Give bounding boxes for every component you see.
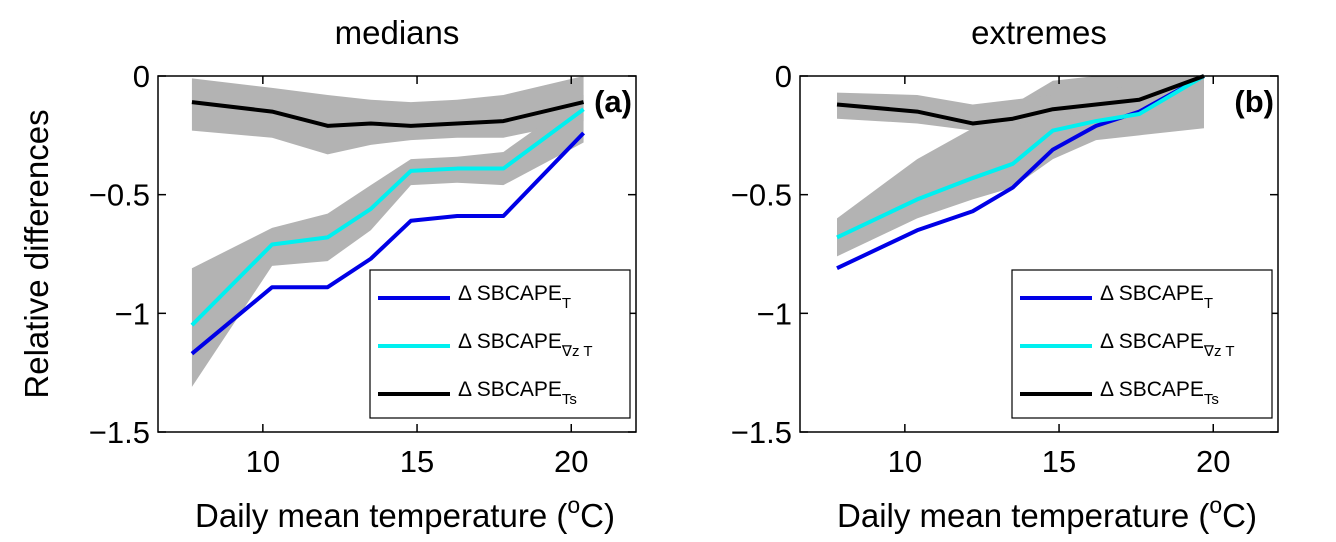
y-tick-label: −1 bbox=[757, 296, 792, 331]
chart-title: extremes bbox=[971, 14, 1107, 51]
legend-name: Δ SBCAPE bbox=[458, 282, 562, 305]
x-tick-label: 10 bbox=[246, 444, 280, 479]
legend-label: Δ SBCAPE∇z T bbox=[1100, 330, 1235, 360]
series-line bbox=[836, 74, 1205, 126]
chart-title: medians bbox=[335, 14, 460, 51]
legend-sub: Ts bbox=[562, 391, 577, 408]
legend-label: Δ SBCAPETs bbox=[1100, 378, 1219, 408]
series-line bbox=[190, 107, 585, 327]
legend-sub: ∇z T bbox=[561, 343, 593, 360]
legend-sub: ∇z T bbox=[1203, 343, 1235, 360]
y-tick-label: −1.5 bbox=[731, 415, 792, 450]
legend-label: Δ SBCAPE∇z T bbox=[458, 330, 593, 360]
legend-name: Δ SBCAPE bbox=[458, 378, 562, 401]
x-label-sup: o bbox=[567, 492, 580, 518]
range-band bbox=[191, 76, 584, 155]
y-tick-label: −0.5 bbox=[89, 178, 150, 213]
legend-name: Δ SBCAPE bbox=[458, 330, 562, 353]
x-label-text: Daily mean temperature ( bbox=[195, 497, 567, 534]
x-axis-label: Daily mean temperature (oC) bbox=[195, 492, 615, 534]
x-tick-label: 15 bbox=[400, 444, 434, 479]
y-axis-label: Relative differences bbox=[18, 109, 55, 398]
y-tick-label: −1 bbox=[115, 296, 150, 331]
y-tick-label: −1.5 bbox=[89, 415, 150, 450]
y-tick-label: 0 bbox=[133, 59, 150, 94]
legend-sub: Ts bbox=[1204, 391, 1219, 408]
series-line bbox=[836, 74, 1206, 240]
legend-label: Δ SBCAPET bbox=[458, 282, 571, 312]
legend-sub: T bbox=[562, 295, 571, 312]
axes-frame bbox=[799, 75, 1279, 433]
x-tick-label: 20 bbox=[554, 444, 588, 479]
legend-name: Δ SBCAPE bbox=[1100, 282, 1204, 305]
x-label-end: C) bbox=[580, 497, 615, 534]
panel: −1.5 −1 −0.5 0 10 15 20 extremes (b) Daily mean t… bbox=[731, 14, 1279, 534]
legend-sub: T bbox=[1204, 295, 1213, 312]
x-label-text: Daily mean temperature ( bbox=[837, 497, 1209, 534]
y-tick-label: −0.5 bbox=[731, 178, 792, 213]
range-band bbox=[837, 76, 1204, 131]
x-axis-label: Daily mean temperature (oC) bbox=[837, 492, 1257, 534]
series-line bbox=[191, 100, 585, 128]
x-tick-label: 10 bbox=[888, 444, 922, 479]
panel: −1.5 −1 −0.5 0 10 15 20 medians (a) Relative diff… bbox=[18, 14, 637, 534]
panel-label: (b) bbox=[1234, 84, 1274, 119]
legend-label: Δ SBCAPETs bbox=[458, 378, 577, 408]
x-tick-label: 20 bbox=[1196, 444, 1230, 479]
x-label-end: C) bbox=[1222, 497, 1257, 534]
axes-frame bbox=[157, 75, 637, 433]
x-tick-label: 15 bbox=[1042, 444, 1076, 479]
legend-name: Δ SBCAPE bbox=[1100, 378, 1204, 401]
series-line bbox=[190, 131, 586, 356]
y-tick-label: 0 bbox=[775, 59, 792, 94]
panel-label: (a) bbox=[594, 84, 632, 119]
legend-name: Δ SBCAPE bbox=[1100, 330, 1204, 353]
x-label-sup: o bbox=[1209, 492, 1222, 518]
legend-label: Δ SBCAPET bbox=[1100, 282, 1213, 312]
